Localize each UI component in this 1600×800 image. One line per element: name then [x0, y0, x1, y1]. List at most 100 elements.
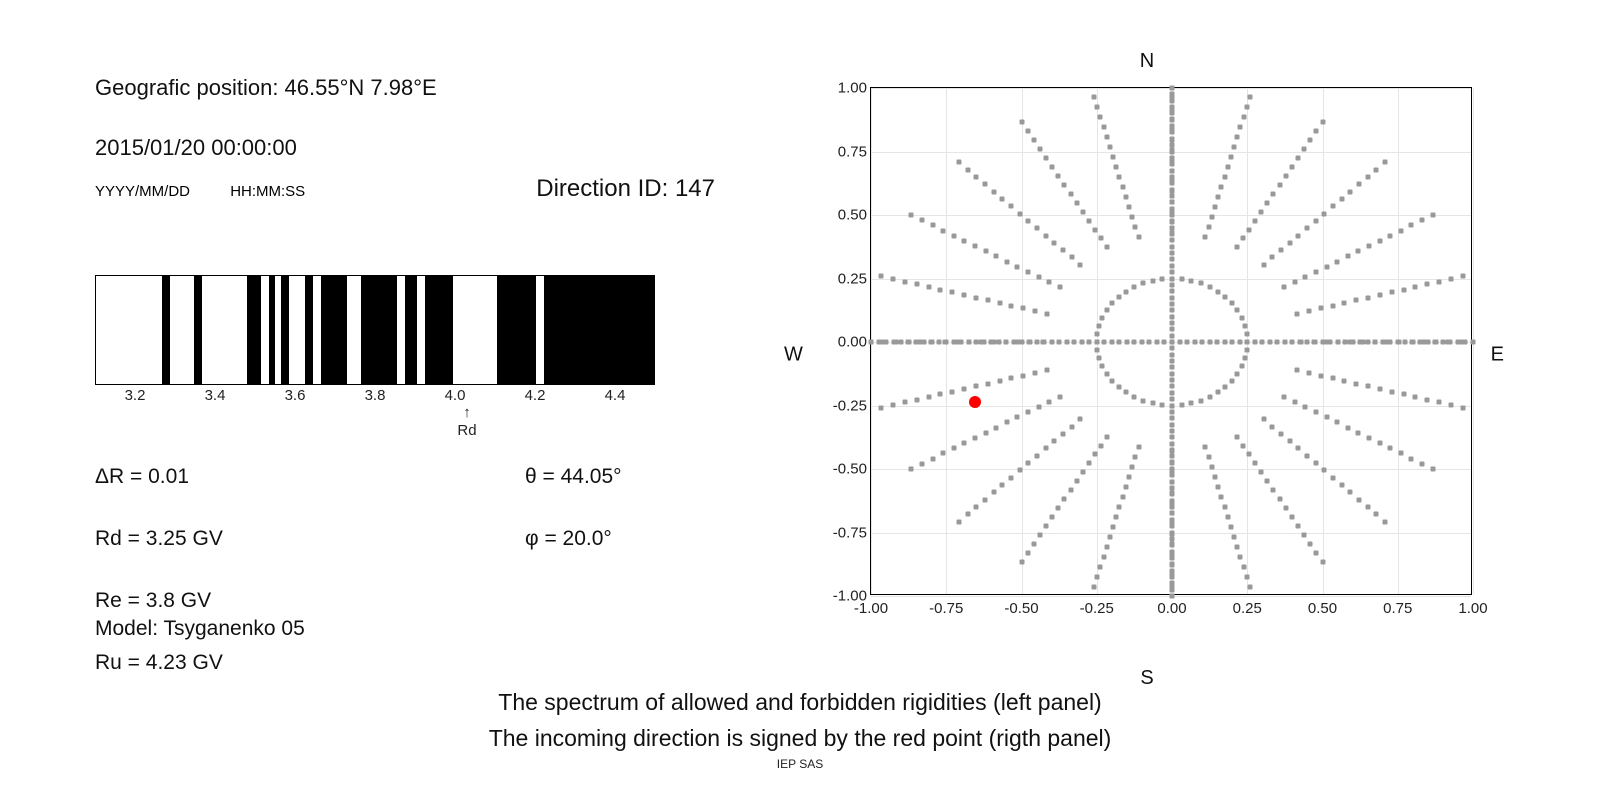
- sky-scatter-dot-cardinal: [1170, 206, 1175, 211]
- sky-scatter-dot: [1330, 376, 1335, 381]
- sky-scatter-dot-ring: [1207, 285, 1212, 290]
- sky-scatter-dot-ring: [1229, 378, 1234, 383]
- sky-scatter-dot: [974, 504, 979, 509]
- sky-scatter-dot-cardinal: [1170, 524, 1175, 529]
- sky-scatter-dot-cardinal: [1170, 359, 1175, 364]
- sky-scatter-dot-cardinal: [1350, 340, 1355, 345]
- sky-scatter-dot: [1308, 137, 1313, 142]
- sky-scatter-dot: [1398, 228, 1403, 233]
- sky-scatter-dot: [1057, 285, 1062, 290]
- sky-scatter-dot-cardinal: [951, 340, 956, 345]
- sky-scatter-dot-ring: [1132, 394, 1137, 399]
- sky-scatter-dot: [973, 244, 978, 249]
- sky-scatter-dot: [1035, 453, 1040, 458]
- sky-scatter-dot: [951, 233, 956, 238]
- sky-scatter-dot: [1111, 525, 1116, 530]
- sky-scatter-dot: [1287, 240, 1292, 245]
- sky-scatter-dot-ring: [1223, 384, 1228, 389]
- barcode-marker-rd: ↑ Rd: [457, 405, 476, 439]
- rigidity-stripe: [247, 276, 261, 384]
- sky-scatter-dot: [994, 254, 999, 259]
- sky-scatter-dot: [1104, 134, 1109, 139]
- sky-scatter-dot: [1425, 282, 1430, 287]
- sky-scatter-dot: [1019, 120, 1024, 125]
- sky-scatter-dot: [1078, 417, 1083, 422]
- sky-scatter-dot: [1026, 218, 1031, 223]
- sky-scatter-dot: [1259, 470, 1264, 475]
- sky-scatter-dot: [1265, 200, 1270, 205]
- sky-scatter-dot: [1283, 506, 1288, 511]
- sky-scatter-dot-cardinal: [1170, 244, 1175, 249]
- sky-ytick-label: -1.00: [823, 588, 867, 605]
- sky-scatter-dot-ring: [1160, 277, 1165, 282]
- sky-scatter-dot-cardinal: [1170, 549, 1175, 554]
- sky-scatter-dot-cardinal: [1170, 181, 1175, 186]
- sky-scatter-dot-cardinal: [1109, 340, 1114, 345]
- sky-scatter-dot: [973, 384, 978, 389]
- sky-scatter-dot-cardinal: [1297, 340, 1302, 345]
- sky-scatter-dot: [1107, 535, 1112, 540]
- rigidity-stripe: [425, 276, 453, 384]
- sky-scatter-dot: [1320, 120, 1325, 125]
- sky-scatter-dot-cardinal: [1170, 251, 1175, 256]
- incoming-direction-point[interactable]: [969, 396, 981, 408]
- sky-scatter-dot: [985, 381, 990, 386]
- sky-scatter-dot: [1044, 524, 1049, 529]
- sky-scatter-dot-cardinal: [1170, 86, 1175, 91]
- sky-scatter-dot: [919, 218, 924, 223]
- sky-scatter-dot: [1225, 515, 1230, 520]
- sky-scatter-dot: [1420, 461, 1425, 466]
- sky-scatter-dot: [1209, 465, 1214, 470]
- sky-scatter-dot-cardinal: [1245, 340, 1250, 345]
- sky-scatter-dot: [1216, 485, 1221, 490]
- sky-scatter-dot-cardinal: [1170, 232, 1175, 237]
- sky-scatter-dot: [902, 279, 907, 284]
- sky-scatter-dot: [1366, 435, 1371, 440]
- sky-scatter-dot-ring: [1095, 331, 1100, 336]
- sky-scatter-dot-cardinal: [1170, 505, 1175, 510]
- sky-scatter-dot: [1235, 545, 1240, 550]
- sky-scatter-dot: [1365, 504, 1370, 509]
- sky-scatter-dot-ring: [1100, 315, 1105, 320]
- sky-scatter-dot: [1295, 524, 1300, 529]
- sky-scatter-dot: [1295, 311, 1300, 316]
- sky-scatter-dot: [1203, 445, 1208, 450]
- sky-scatter-dot: [1047, 399, 1052, 404]
- rigidity-stripe: [305, 276, 313, 384]
- sky-scatter-dot-cardinal: [1170, 568, 1175, 573]
- sky-scatter-dot-cardinal: [1170, 460, 1175, 465]
- sky-scatter-dot: [1302, 533, 1307, 538]
- sky-scatter-dot: [1203, 234, 1208, 239]
- sky-scatter-dot: [919, 461, 924, 466]
- sky-scatter-dot-cardinal: [1102, 340, 1107, 345]
- sky-scatter-dot: [1130, 465, 1135, 470]
- compass-north-label: N: [1140, 50, 1154, 73]
- sky-scatter-dot-ring: [1097, 323, 1102, 328]
- sky-scatter-dot: [1270, 424, 1275, 429]
- sky-scatter-dot: [1348, 189, 1353, 194]
- sky-scatter-dot: [983, 182, 988, 187]
- sky-scatter-dot: [1228, 154, 1233, 159]
- sky-scatter-dot-cardinal: [1004, 340, 1009, 345]
- sky-scatter-dot-cardinal: [1455, 340, 1460, 345]
- sky-scatter-dot: [1356, 182, 1361, 187]
- sky-scatter-dot: [1044, 155, 1049, 160]
- sky-scatter-dot-cardinal: [1011, 340, 1016, 345]
- sky-scatter-dot: [1043, 446, 1048, 451]
- sky-scatter-dot: [1093, 227, 1098, 232]
- sky-scatter-dot-cardinal: [1222, 340, 1227, 345]
- barcode-tick-label: 3.4: [205, 387, 226, 404]
- sky-scatter-dot: [962, 387, 967, 392]
- sky-scatter-dot: [1031, 137, 1036, 142]
- sky-scatter-dot: [1377, 387, 1382, 392]
- sky-scatter-dot-cardinal: [1177, 340, 1182, 345]
- barcode-tick-label: 3.8: [365, 387, 386, 404]
- caption-line2: The incoming direction is signed by the …: [0, 721, 1600, 757]
- sky-scatter-dot: [1324, 264, 1329, 269]
- sky-scatter-dot: [1074, 479, 1079, 484]
- sky-scatter-dot-ring: [1104, 371, 1109, 376]
- sky-ytick-label: -0.25: [823, 397, 867, 414]
- sky-scatter-dot-cardinal: [1027, 340, 1032, 345]
- sky-scatter-dot: [1339, 196, 1344, 201]
- sky-scatter-dot-cardinal: [1252, 340, 1257, 345]
